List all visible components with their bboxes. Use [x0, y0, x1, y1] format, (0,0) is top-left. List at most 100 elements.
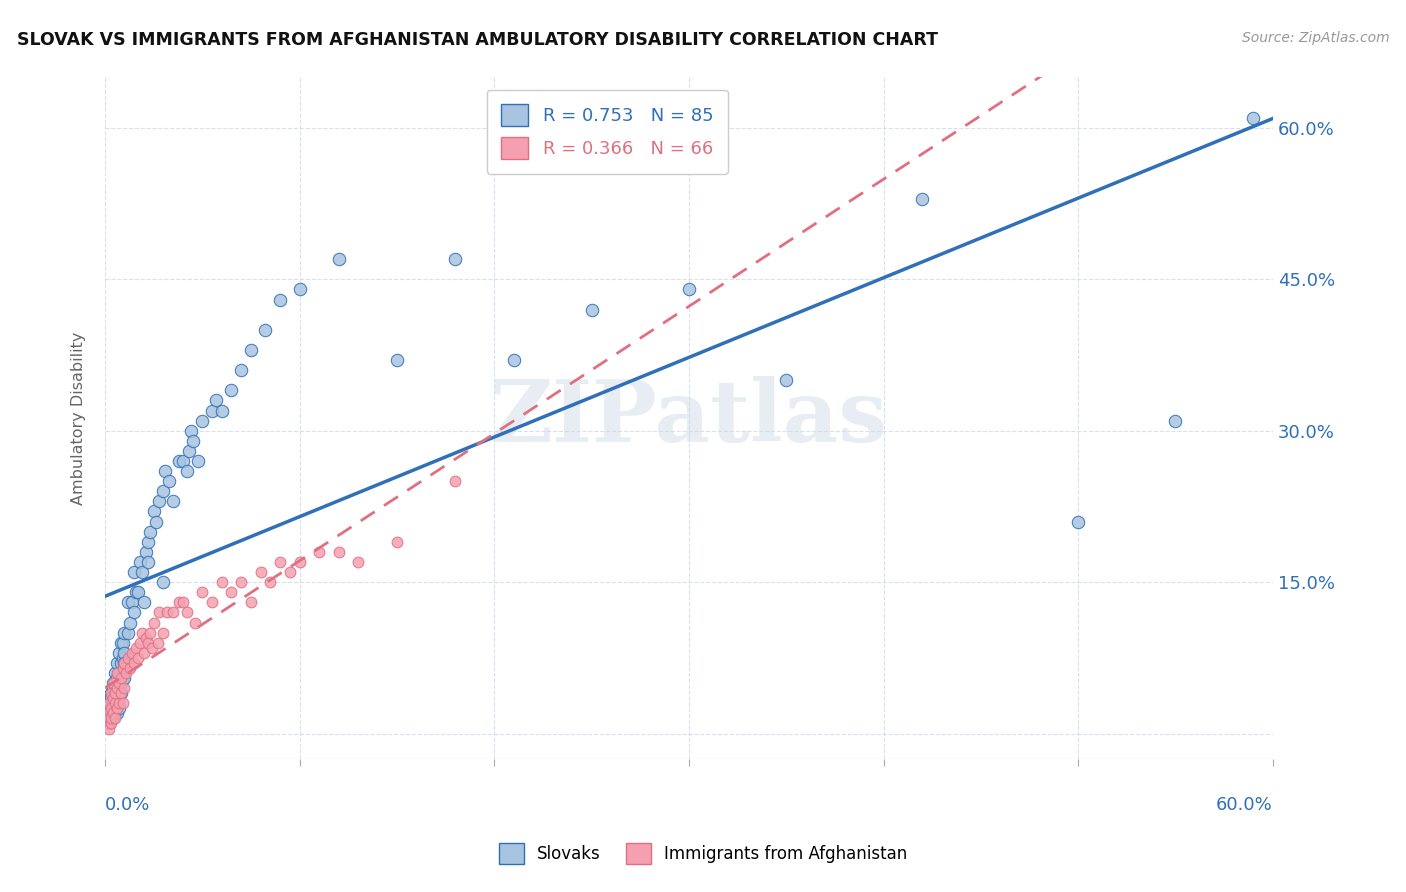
Point: [101, 696, 124, 710]
Point: [100, 686, 122, 700]
Point: [105, 696, 128, 710]
Point: [231, 363, 253, 377]
Point: [114, 656, 136, 670]
Point: [101, 691, 124, 706]
Point: [111, 661, 134, 675]
Point: [146, 636, 169, 650]
Point: [1241, 111, 1264, 125]
Y-axis label: Ambulatory Disability: Ambulatory Disability: [72, 332, 86, 505]
Point: [385, 353, 408, 368]
Point: [191, 585, 214, 599]
Point: [1067, 515, 1090, 529]
Point: [211, 575, 233, 590]
Point: [172, 454, 194, 468]
Point: [125, 585, 148, 599]
Point: [191, 414, 214, 428]
Point: [101, 706, 124, 721]
Point: [100, 701, 122, 715]
Point: [249, 565, 271, 579]
Point: [104, 686, 127, 700]
Point: [100, 686, 122, 700]
Point: [139, 524, 162, 539]
Point: [121, 595, 143, 609]
Point: [107, 646, 129, 660]
Point: [111, 636, 134, 650]
Point: [127, 585, 149, 599]
Point: [107, 696, 129, 710]
Point: [1164, 414, 1187, 428]
Point: [135, 631, 157, 645]
Point: [155, 464, 177, 478]
Point: [96, 706, 118, 721]
Point: [205, 393, 228, 408]
Point: [231, 575, 253, 590]
Point: [101, 681, 124, 695]
Point: [136, 636, 159, 650]
Point: [172, 595, 194, 609]
Point: [775, 373, 797, 387]
Point: [239, 343, 262, 357]
Point: [167, 595, 190, 609]
Point: [269, 293, 291, 307]
Legend: Slovaks, Immigrants from Afghanistan: Slovaks, Immigrants from Afghanistan: [492, 837, 914, 871]
Point: [142, 504, 165, 518]
Point: [110, 656, 132, 670]
Point: [101, 706, 124, 721]
Point: [239, 595, 262, 609]
Point: [101, 676, 124, 690]
Point: [107, 676, 129, 690]
Point: [96, 701, 118, 715]
Point: [104, 701, 127, 715]
Point: [114, 656, 136, 670]
Point: [141, 640, 163, 655]
Point: [180, 424, 202, 438]
Point: [167, 454, 190, 468]
Point: [288, 555, 311, 569]
Point: [328, 252, 350, 267]
Point: [104, 665, 127, 680]
Point: [221, 384, 243, 398]
Point: [152, 484, 174, 499]
Point: [444, 252, 467, 267]
Point: [911, 192, 934, 206]
Point: [114, 671, 136, 685]
Point: [148, 606, 170, 620]
Point: [152, 625, 174, 640]
Point: [107, 665, 129, 680]
Point: [131, 625, 153, 640]
Point: [129, 636, 152, 650]
Point: [131, 565, 153, 579]
Legend: R = 0.753   N = 85, R = 0.366   N = 66: R = 0.753 N = 85, R = 0.366 N = 66: [486, 90, 728, 174]
Point: [269, 555, 291, 569]
Point: [122, 606, 145, 620]
Point: [100, 711, 122, 725]
Point: [187, 454, 209, 468]
Point: [581, 302, 603, 317]
Point: [201, 595, 224, 609]
Point: [100, 691, 122, 706]
Point: [97, 716, 120, 731]
Point: [176, 606, 198, 620]
Point: [122, 656, 145, 670]
Point: [211, 403, 233, 417]
Point: [96, 716, 118, 731]
Point: [328, 545, 350, 559]
Point: [104, 696, 127, 710]
Point: [115, 665, 138, 680]
Point: [117, 650, 139, 665]
Point: [110, 686, 132, 700]
Point: [111, 650, 134, 665]
Point: [385, 534, 408, 549]
Point: [259, 575, 281, 590]
Point: [145, 515, 167, 529]
Point: [120, 661, 142, 675]
Point: [97, 696, 120, 710]
Point: [162, 494, 184, 508]
Point: [183, 615, 205, 630]
Point: [97, 722, 120, 736]
Point: [105, 665, 128, 680]
Point: [347, 555, 370, 569]
Point: [176, 464, 198, 478]
Point: [132, 646, 155, 660]
Point: [117, 625, 139, 640]
